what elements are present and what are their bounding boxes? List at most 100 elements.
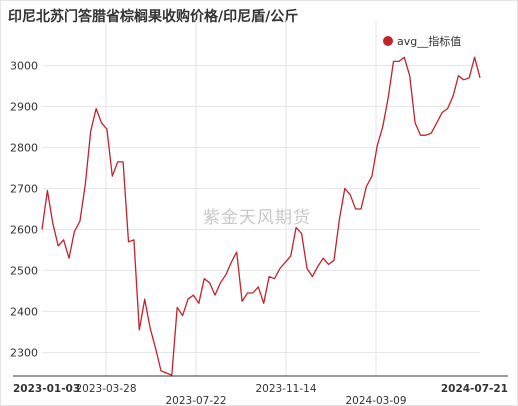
y-tick-label: 3000 [10,60,38,73]
data-point[interactable] [430,132,432,134]
data-point[interactable] [387,97,389,99]
data-point[interactable] [311,275,313,277]
data-point[interactable] [246,292,248,294]
data-point[interactable] [463,79,465,81]
data-point[interactable] [208,282,210,284]
data-point[interactable] [106,128,108,130]
data-point[interactable] [84,183,86,185]
data-point[interactable] [300,232,302,234]
data-point[interactable] [290,255,292,257]
data-point[interactable] [252,292,254,294]
data-point[interactable] [263,302,265,304]
data-point[interactable] [192,294,194,296]
data-point[interactable] [479,77,481,79]
data-point[interactable] [279,267,281,269]
data-point[interactable] [436,122,438,124]
data-point[interactable] [46,189,48,191]
data-point[interactable] [198,302,200,304]
data-point[interactable] [419,134,421,136]
data-point[interactable] [441,111,443,113]
y-tick-label: 2800 [10,142,38,155]
data-point[interactable] [122,161,124,163]
legend-marker-icon [383,36,393,46]
data-point[interactable] [133,239,135,241]
data-point[interactable] [203,278,205,280]
data-point[interactable] [376,144,378,146]
data-point[interactable] [62,239,64,241]
data-point[interactable] [322,257,324,259]
data-point[interactable] [414,122,416,124]
data-point[interactable] [127,241,129,243]
data-point[interactable] [100,122,102,124]
data-point[interactable] [176,306,178,308]
data-point[interactable] [371,175,373,177]
data-point[interactable] [327,263,329,265]
y-tick-label: 2900 [10,101,38,114]
x-tick-label: 2023-01-03 [13,383,80,395]
data-point[interactable] [365,185,367,187]
chart-legend[interactable]: avg__指标值 [383,34,461,48]
data-point[interactable] [117,161,119,163]
data-point[interactable] [268,275,270,277]
data-point[interactable] [306,267,308,269]
y-tick-label: 2300 [10,347,38,360]
data-point[interactable] [381,126,383,128]
data-point[interactable] [214,294,216,296]
data-point[interactable] [171,374,173,376]
data-point[interactable] [154,347,156,349]
data-point[interactable] [317,265,319,267]
data-point[interactable] [241,300,243,302]
data-point[interactable] [409,75,411,77]
chart-title: 印尼北苏门答腊省棕榈果收购价格/印尼盾/公斤 [8,9,299,25]
data-point[interactable] [295,226,297,228]
data-point[interactable] [225,273,227,275]
data-point[interactable] [452,95,454,97]
data-point[interactable] [473,56,475,58]
series-layer [41,56,481,376]
data-point[interactable] [89,130,91,132]
x-tick-label: 2024-03-09 [345,395,406,406]
data-point[interactable] [446,107,448,109]
data-point[interactable] [425,134,427,136]
data-point[interactable] [68,257,70,259]
data-point[interactable] [138,329,140,331]
data-point[interactable] [149,327,151,329]
data-point[interactable] [57,245,59,247]
y-tick-label: 2600 [10,224,38,237]
data-point[interactable] [344,187,346,189]
data-point[interactable] [468,77,470,79]
data-point[interactable] [73,230,75,232]
data-point[interactable] [398,60,400,62]
data-point[interactable] [187,298,189,300]
data-point[interactable] [349,193,351,195]
data-point[interactable] [111,175,113,177]
data-point[interactable] [165,372,167,374]
data-point[interactable] [79,220,81,222]
data-point[interactable] [144,298,146,300]
data-point[interactable] [235,251,237,253]
data-point[interactable] [360,208,362,210]
data-point[interactable] [160,370,162,372]
data-point[interactable] [338,218,340,220]
data-point[interactable] [257,286,259,288]
data-point[interactable] [457,75,459,77]
data-point[interactable] [403,56,405,58]
data-point[interactable] [333,259,335,261]
y-tick-label: 2500 [10,265,38,278]
grid-lines [42,20,480,376]
data-point[interactable] [284,261,286,263]
data-point[interactable] [392,60,394,62]
data-point[interactable] [52,222,54,224]
y-tick-label: 2400 [10,306,38,319]
data-point[interactable] [95,107,97,109]
data-point[interactable] [181,314,183,316]
x-tick-label: 2023-03-28 [75,383,136,395]
data-point[interactable] [219,282,221,284]
data-point[interactable] [354,208,356,210]
series-line-avg[interactable] [41,56,481,376]
x-tick-label: 2023-11-14 [255,383,316,395]
data-point[interactable] [230,261,232,263]
data-point[interactable] [273,278,275,280]
data-point[interactable] [41,228,43,230]
